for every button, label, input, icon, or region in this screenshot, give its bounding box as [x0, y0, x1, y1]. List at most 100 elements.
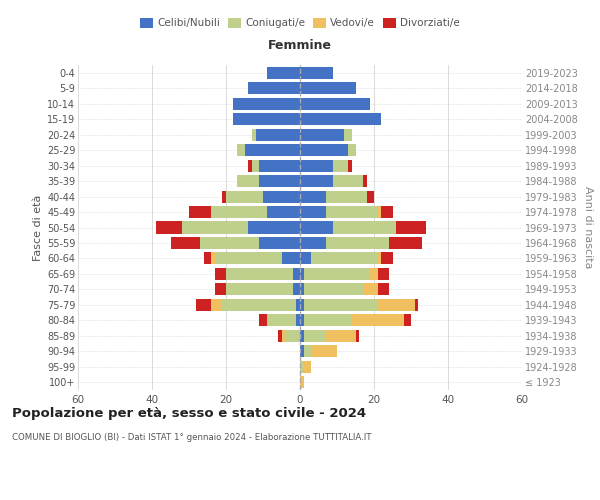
Bar: [237, 144, 245, 156]
Bar: [311, 252, 378, 264]
Bar: [300, 206, 326, 218]
Bar: [396, 222, 426, 234]
Bar: [304, 361, 311, 373]
Bar: [304, 299, 378, 311]
Bar: [293, 268, 300, 280]
Bar: [226, 190, 263, 202]
Bar: [363, 175, 367, 187]
Bar: [300, 346, 304, 358]
Bar: [311, 346, 337, 358]
Bar: [267, 66, 300, 79]
Bar: [326, 190, 367, 202]
Text: Popolazione per età, sesso e stato civile - 2024: Popolazione per età, sesso e stato civil…: [12, 408, 366, 420]
Bar: [334, 160, 348, 172]
Bar: [300, 376, 304, 388]
Bar: [415, 299, 418, 311]
Bar: [304, 346, 311, 358]
Bar: [334, 222, 396, 234]
Bar: [300, 252, 311, 264]
Bar: [378, 268, 389, 280]
Bar: [300, 82, 356, 94]
Bar: [389, 237, 422, 249]
Bar: [281, 252, 300, 264]
Bar: [326, 206, 378, 218]
Bar: [267, 206, 300, 218]
Bar: [223, 190, 226, 202]
Bar: [211, 299, 223, 311]
Bar: [300, 268, 304, 280]
Bar: [233, 113, 300, 125]
Bar: [259, 160, 300, 172]
Bar: [300, 175, 334, 187]
Bar: [352, 314, 404, 326]
Bar: [348, 144, 356, 156]
Bar: [378, 284, 389, 296]
Bar: [248, 160, 252, 172]
Bar: [226, 268, 293, 280]
Bar: [378, 252, 382, 264]
Bar: [300, 237, 326, 249]
Bar: [370, 268, 378, 280]
Bar: [245, 144, 300, 156]
Bar: [196, 299, 211, 311]
Bar: [378, 299, 415, 311]
Bar: [382, 252, 392, 264]
Bar: [378, 206, 382, 218]
Bar: [334, 175, 363, 187]
Bar: [367, 190, 374, 202]
Bar: [182, 222, 248, 234]
Bar: [259, 175, 300, 187]
Bar: [363, 284, 378, 296]
Y-axis label: Fasce di età: Fasce di età: [32, 194, 43, 260]
Bar: [189, 206, 211, 218]
Bar: [300, 299, 304, 311]
Bar: [200, 237, 259, 249]
Bar: [248, 222, 300, 234]
Bar: [259, 237, 300, 249]
Bar: [300, 160, 334, 172]
Bar: [267, 314, 296, 326]
Bar: [296, 314, 300, 326]
Bar: [300, 284, 304, 296]
Bar: [211, 252, 215, 264]
Bar: [285, 330, 300, 342]
Legend: Celibi/Nubili, Coniugati/e, Vedovi/e, Divorziati/e: Celibi/Nubili, Coniugati/e, Vedovi/e, Di…: [140, 18, 460, 28]
Bar: [344, 128, 352, 140]
Text: COMUNE DI BIOGLIO (BI) - Dati ISTAT 1° gennaio 2024 - Elaborazione TUTTITALIA.IT: COMUNE DI BIOGLIO (BI) - Dati ISTAT 1° g…: [12, 432, 371, 442]
Bar: [223, 299, 296, 311]
Bar: [293, 284, 300, 296]
Bar: [296, 299, 300, 311]
Bar: [248, 82, 300, 94]
Bar: [300, 222, 334, 234]
Bar: [226, 284, 293, 296]
Bar: [326, 330, 356, 342]
Bar: [300, 361, 304, 373]
Bar: [211, 206, 267, 218]
Bar: [300, 314, 304, 326]
Bar: [304, 330, 326, 342]
Bar: [304, 284, 363, 296]
Bar: [300, 113, 382, 125]
Bar: [259, 314, 267, 326]
Bar: [304, 314, 352, 326]
Y-axis label: Anni di nascita: Anni di nascita: [583, 186, 593, 269]
Bar: [382, 206, 392, 218]
Bar: [300, 190, 326, 202]
Bar: [170, 237, 200, 249]
Text: Femmine: Femmine: [268, 39, 332, 52]
Bar: [300, 128, 344, 140]
Bar: [300, 330, 304, 342]
Bar: [233, 98, 300, 110]
Bar: [215, 268, 226, 280]
Bar: [404, 314, 411, 326]
Bar: [300, 66, 334, 79]
Bar: [300, 144, 348, 156]
Bar: [348, 160, 352, 172]
Bar: [326, 237, 389, 249]
Bar: [252, 128, 256, 140]
Bar: [281, 330, 285, 342]
Bar: [215, 252, 281, 264]
Bar: [263, 190, 300, 202]
Bar: [156, 222, 182, 234]
Bar: [300, 98, 370, 110]
